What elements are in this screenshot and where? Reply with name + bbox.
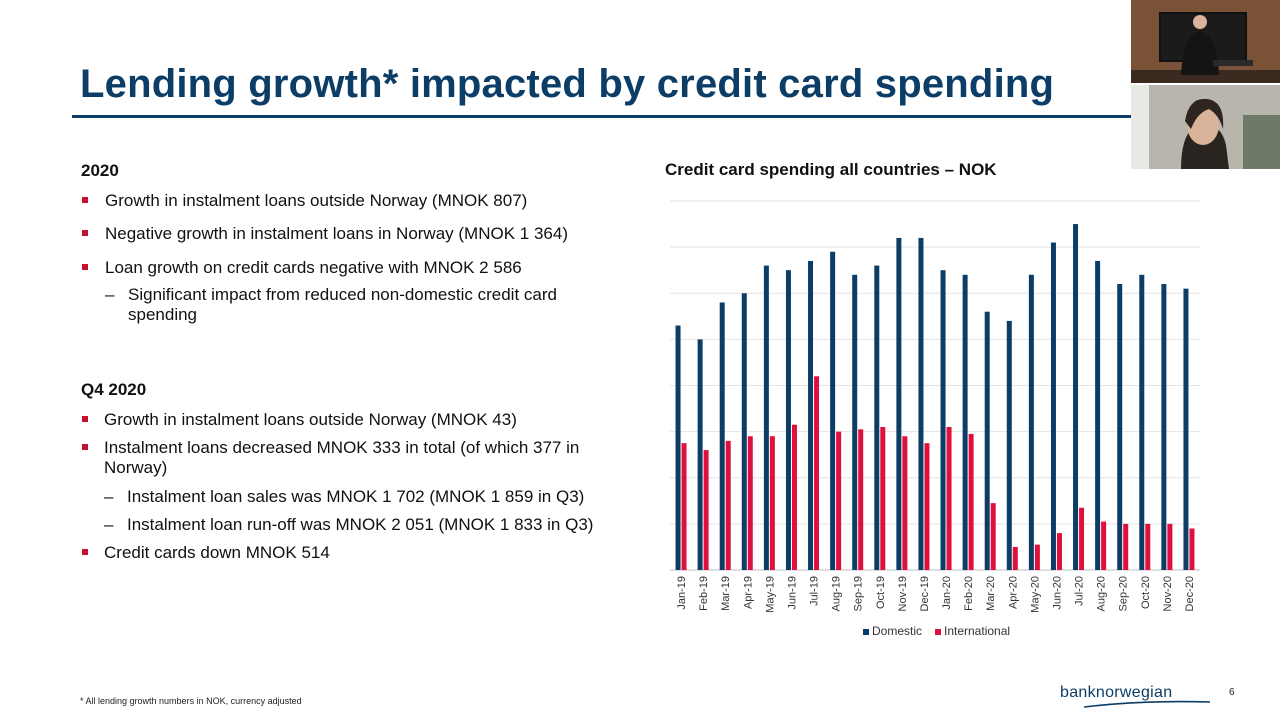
bar-international-nov-20 — [1167, 523, 1173, 570]
logo-text: banknorwegian — [1060, 684, 1173, 701]
footnote: * All lending growth numbers in NOK, cur… — [80, 696, 302, 706]
x-tick-label: Jan-19 — [676, 576, 688, 610]
bar-domestic-apr-20 — [1006, 320, 1012, 570]
chart-title: Credit card spending all countries – NOK — [665, 160, 997, 179]
bar-international-oct-20 — [1145, 523, 1151, 570]
credit-card-spending-chart: Jan-19 Feb-19 Mar-19 Apr-19 May-19 Jun-19 Jul-… — [670, 200, 1200, 638]
bar-domestic-mar-19 — [719, 302, 725, 570]
bar-domestic-jul-19 — [808, 260, 814, 570]
bullet-marker — [82, 264, 88, 270]
bar-domestic-jun-20 — [1050, 242, 1056, 570]
bar-international-mar-20 — [990, 503, 996, 570]
bar-international-dec-20 — [1189, 528, 1195, 570]
bar-international-apr-20 — [1012, 546, 1018, 570]
bar-domestic-mar-20 — [984, 311, 990, 570]
section-2020-heading: 2020 — [81, 161, 119, 180]
bar-international-jan-19 — [681, 443, 687, 570]
bar-international-jul-20 — [1079, 507, 1085, 570]
bar-international-may-19 — [769, 436, 775, 570]
bar-domestic-oct-20 — [1139, 274, 1145, 570]
bar-domestic-aug-20 — [1095, 260, 1101, 570]
legend-swatch-domestic — [863, 629, 869, 635]
bar-international-feb-19 — [703, 450, 709, 570]
bar-international-may-20 — [1034, 544, 1040, 570]
x-tick-label: Apr-19 — [742, 576, 754, 609]
bar-international-oct-19 — [880, 427, 886, 570]
logo-swoosh-icon — [1083, 700, 1211, 708]
presenter-1-image — [1131, 0, 1280, 83]
x-tick-label: Mar-19 — [720, 576, 732, 611]
bar-international-aug-20 — [1101, 521, 1107, 570]
bar-international-apr-19 — [747, 436, 753, 570]
x-tick-label: Apr-20 — [1007, 576, 1019, 609]
legend-label-international: International — [944, 624, 1010, 638]
bullet-marker — [82, 549, 88, 555]
bar-international-jun-19 — [791, 424, 797, 570]
title-divider — [72, 115, 1132, 118]
bar-international-aug-19 — [836, 431, 842, 570]
bar-domestic-jan-19 — [675, 325, 681, 570]
x-tick-label: May-20 — [1029, 576, 1041, 613]
bar-domestic-dec-19 — [918, 237, 924, 570]
legend-swatch-international — [935, 629, 941, 635]
bar-domestic-jan-20 — [940, 270, 946, 570]
x-tick-label: Feb-20 — [963, 576, 975, 611]
bar-domestic-may-20 — [1028, 274, 1034, 570]
bar-international-sep-20 — [1123, 523, 1129, 570]
x-tick-label: Aug-19 — [831, 576, 843, 611]
bar-international-jul-19 — [814, 376, 820, 570]
bar-international-dec-19 — [924, 443, 930, 570]
bar-international-feb-20 — [968, 433, 974, 570]
x-tick-label: Feb-19 — [698, 576, 710, 611]
bar-domestic-feb-19 — [697, 339, 703, 570]
bar-domestic-aug-19 — [830, 251, 836, 571]
x-tick-label: Jun-19 — [786, 576, 798, 610]
bar-international-nov-19 — [902, 436, 908, 570]
bar-domestic-may-19 — [763, 265, 769, 570]
x-tick-label: Sep-20 — [1118, 576, 1130, 611]
x-tick-label: Nov-20 — [1162, 576, 1174, 611]
bar-domestic-jun-19 — [785, 270, 791, 570]
video-thumbnail-presenter-2[interactable] — [1131, 85, 1280, 169]
x-tick-label: Aug-20 — [1096, 576, 1108, 611]
bar-international-jun-20 — [1056, 533, 1062, 570]
bar-domestic-dec-20 — [1183, 288, 1189, 570]
bullet-marker — [82, 230, 88, 236]
x-tick-label: Jul-19 — [809, 576, 821, 606]
bar-international-jan-20 — [946, 427, 952, 570]
x-tick-label: Dec-19 — [919, 576, 931, 611]
bar-domestic-nov-19 — [896, 237, 902, 570]
bar-domestic-oct-19 — [874, 265, 880, 570]
x-tick-label: Jun-20 — [1051, 576, 1063, 610]
section-q4-heading: Q4 2020 — [81, 380, 147, 399]
x-tick-label: Dec-20 — [1184, 576, 1196, 611]
bar-domestic-sep-20 — [1117, 284, 1123, 570]
x-tick-label: Jan-20 — [941, 576, 953, 610]
x-tick-label: Oct-19 — [875, 576, 887, 609]
bar-domestic-apr-19 — [741, 293, 747, 570]
bar-domestic-jul-20 — [1073, 224, 1079, 570]
bank-norwegian-logo: banknorwegian — [1060, 684, 1211, 708]
x-tick-label: May-19 — [764, 576, 776, 613]
bar-international-sep-19 — [858, 429, 864, 570]
page-number: 6 — [1229, 687, 1235, 698]
bar-domestic-sep-19 — [852, 274, 858, 570]
bullet-marker — [82, 197, 88, 203]
x-tick-label: Mar-20 — [985, 576, 997, 611]
bullet-marker — [82, 444, 88, 450]
bar-domestic-feb-20 — [962, 274, 968, 570]
bar-international-mar-19 — [725, 440, 731, 570]
x-tick-label: Oct-20 — [1140, 576, 1152, 609]
slide-title: Lending growth* impacted by credit card … — [80, 62, 1055, 106]
bullet-marker — [82, 416, 88, 422]
x-tick-label: Sep-19 — [853, 576, 865, 611]
presenter-2-image — [1131, 85, 1280, 169]
video-thumbnail-presenter-1[interactable] — [1131, 0, 1280, 83]
x-tick-label: Nov-19 — [897, 576, 909, 611]
x-tick-label: Jul-20 — [1074, 576, 1086, 606]
bar-domestic-nov-20 — [1161, 284, 1167, 570]
legend-label-domestic: Domestic — [872, 624, 922, 638]
